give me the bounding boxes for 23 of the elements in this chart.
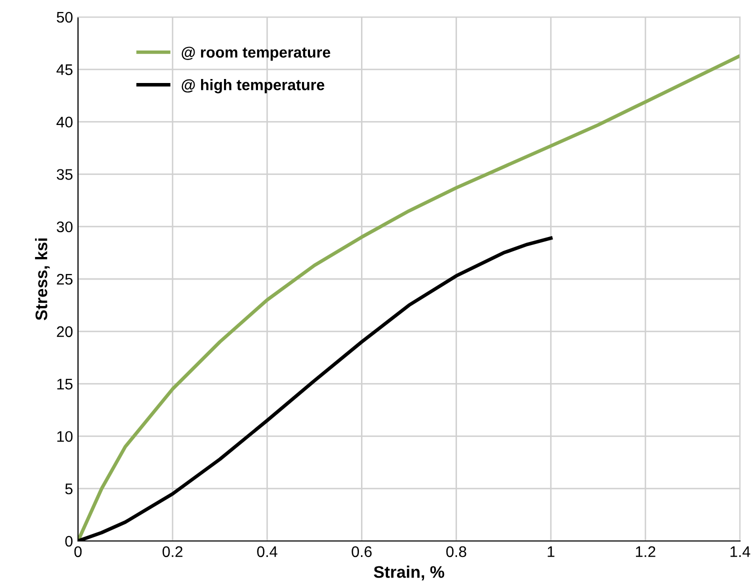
y-axis-title: Stress, ksi xyxy=(35,238,50,320)
y-tick-label: 45 xyxy=(56,64,72,76)
legend-label: @ room temperature xyxy=(182,46,330,61)
x-tick-label: 1.4 xyxy=(730,546,750,557)
y-tick-label: 40 xyxy=(56,116,73,128)
y-tick-label: 25 xyxy=(56,274,72,285)
y-tick-label: 0 xyxy=(65,536,73,547)
x-tick-label: 0.4 xyxy=(257,546,278,558)
y-tick-label: 10 xyxy=(57,431,73,442)
x-tick-label: 0 xyxy=(74,546,82,558)
legend-label: @ high temperature xyxy=(182,79,324,94)
x-tick-label: 0.8 xyxy=(446,546,466,558)
x-tick-label: 0.6 xyxy=(352,546,372,558)
y-tick-label: 50 xyxy=(56,12,73,23)
y-tick-label: 20 xyxy=(56,326,73,338)
y-tick-label: 35 xyxy=(56,169,72,180)
x-axis-title: Strain, % xyxy=(374,566,444,580)
y-tick-label: 15 xyxy=(57,378,72,390)
x-tick-label: 0.2 xyxy=(162,546,182,558)
x-tick-label: 1.2 xyxy=(636,546,656,557)
y-tick-label: 5 xyxy=(65,484,72,494)
y-tick-label: 30 xyxy=(56,221,73,232)
x-tick-label: 1 xyxy=(548,546,554,557)
